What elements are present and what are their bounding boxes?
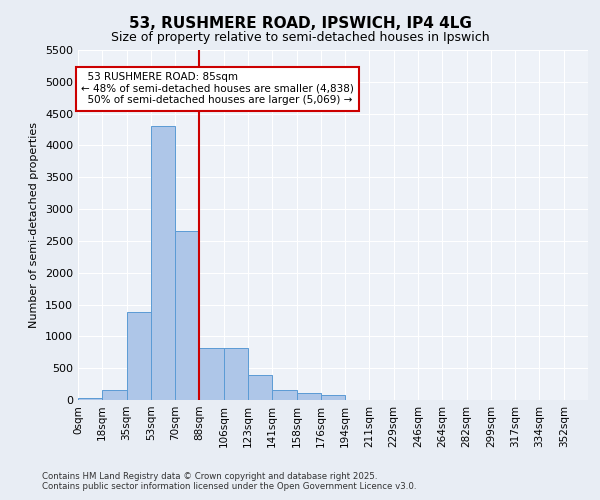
- Bar: [296, 393, 321, 400]
- Bar: [248, 374, 272, 400]
- Bar: [78, 398, 102, 400]
- Bar: [272, 390, 296, 400]
- Text: 53 RUSHMERE ROAD: 85sqm
← 48% of semi-detached houses are smaller (4,838)
  50% : 53 RUSHMERE ROAD: 85sqm ← 48% of semi-de…: [81, 72, 354, 106]
- Bar: [321, 395, 345, 400]
- Bar: [175, 232, 199, 400]
- Bar: [151, 126, 175, 400]
- Bar: [199, 348, 224, 400]
- Bar: [102, 390, 127, 400]
- Bar: [127, 312, 151, 400]
- Text: Size of property relative to semi-detached houses in Ipswich: Size of property relative to semi-detach…: [110, 31, 490, 44]
- Text: 53, RUSHMERE ROAD, IPSWICH, IP4 4LG: 53, RUSHMERE ROAD, IPSWICH, IP4 4LG: [128, 16, 472, 31]
- Y-axis label: Number of semi-detached properties: Number of semi-detached properties: [29, 122, 40, 328]
- Bar: [224, 348, 248, 400]
- Text: Contains HM Land Registry data © Crown copyright and database right 2025.
Contai: Contains HM Land Registry data © Crown c…: [42, 472, 416, 491]
